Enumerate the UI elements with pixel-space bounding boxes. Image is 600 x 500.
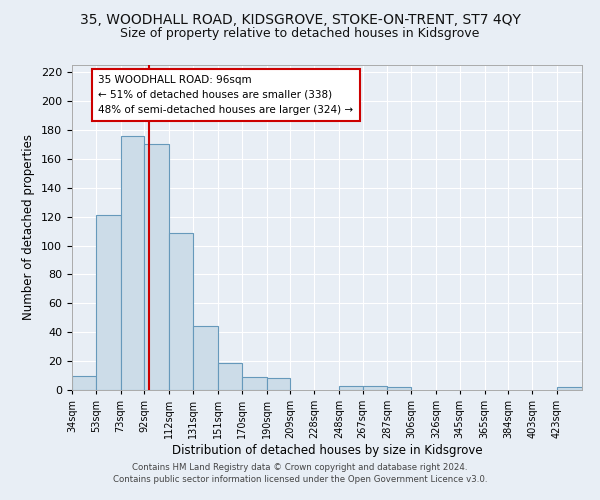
Y-axis label: Number of detached properties: Number of detached properties [22, 134, 35, 320]
Bar [242, 377, 266, 390]
Text: 35 WOODHALL ROAD: 96sqm
← 51% of detached houses are smaller (338)
48% of semi-d: 35 WOODHALL ROAD: 96sqm ← 51% of detache… [98, 75, 353, 114]
Bar [339, 386, 362, 390]
Bar [362, 386, 388, 390]
Bar [72, 376, 95, 390]
Bar [121, 136, 145, 390]
Bar [218, 362, 242, 390]
Bar [169, 232, 193, 390]
Text: Size of property relative to detached houses in Kidsgrove: Size of property relative to detached ho… [121, 28, 479, 40]
Bar [145, 144, 169, 390]
Text: Contains HM Land Registry data © Crown copyright and database right 2024.: Contains HM Land Registry data © Crown c… [132, 464, 468, 472]
Bar [193, 326, 218, 390]
Bar [557, 387, 582, 390]
Bar [95, 215, 121, 390]
Text: Contains public sector information licensed under the Open Government Licence v3: Contains public sector information licen… [113, 475, 487, 484]
Text: 35, WOODHALL ROAD, KIDSGROVE, STOKE-ON-TRENT, ST7 4QY: 35, WOODHALL ROAD, KIDSGROVE, STOKE-ON-T… [80, 12, 520, 26]
Bar [266, 378, 290, 390]
Bar [388, 387, 411, 390]
X-axis label: Distribution of detached houses by size in Kidsgrove: Distribution of detached houses by size … [172, 444, 482, 457]
